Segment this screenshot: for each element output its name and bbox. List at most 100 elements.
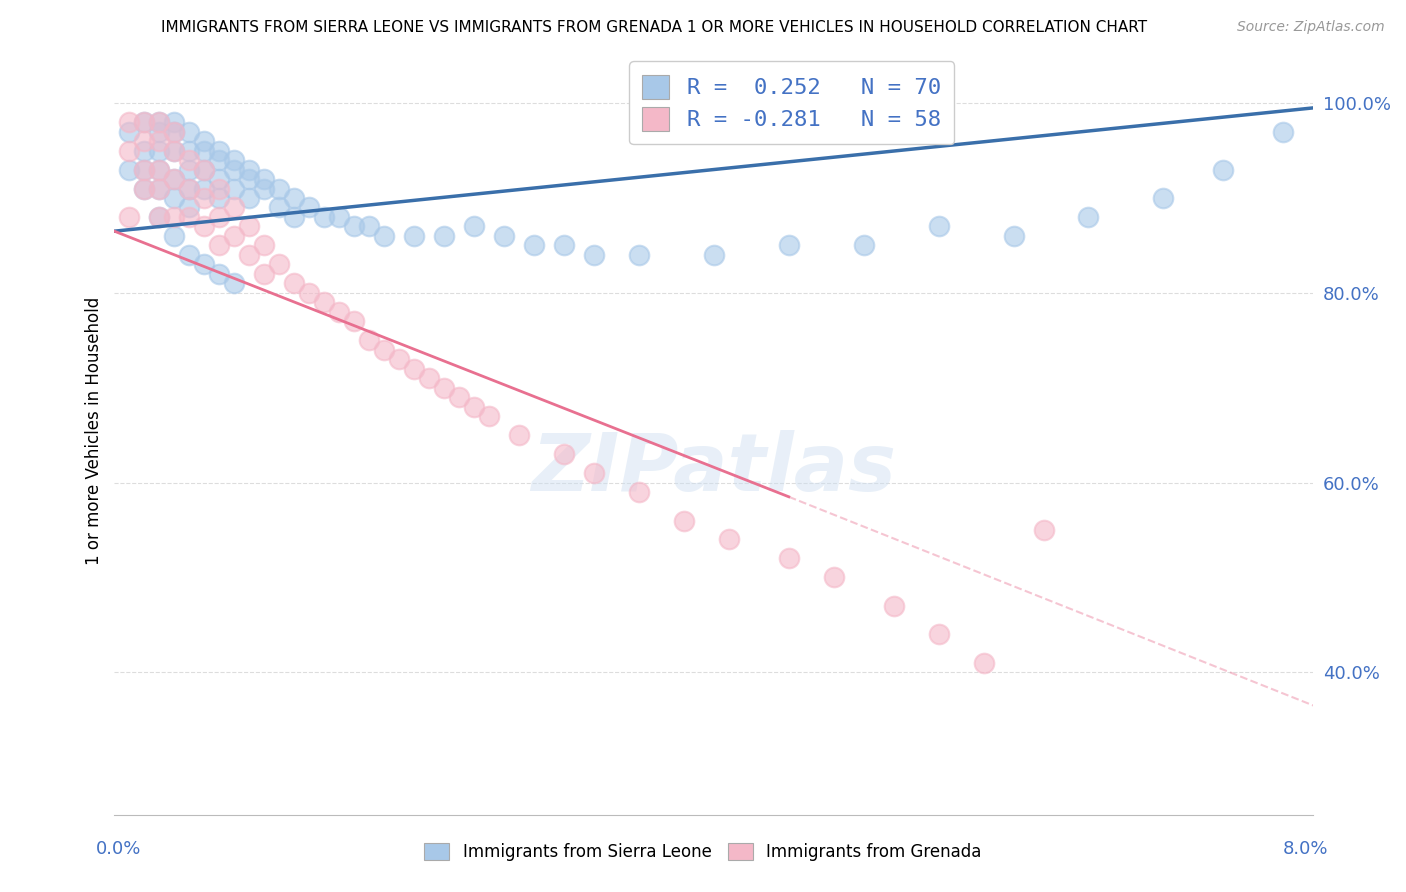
Point xyxy=(1152,191,1174,205)
Point xyxy=(208,191,231,205)
Point xyxy=(134,144,156,158)
Point xyxy=(328,210,350,224)
Point xyxy=(523,238,546,252)
Point xyxy=(238,191,260,205)
Point xyxy=(148,162,170,177)
Point xyxy=(179,125,201,139)
Point xyxy=(253,181,276,195)
Point xyxy=(627,485,650,500)
Point xyxy=(163,125,186,139)
Point xyxy=(883,599,905,613)
Point xyxy=(134,115,156,129)
Point xyxy=(672,514,695,528)
Point xyxy=(703,248,725,262)
Text: Source: ZipAtlas.com: Source: ZipAtlas.com xyxy=(1237,20,1385,34)
Point xyxy=(433,381,456,395)
Point xyxy=(193,144,215,158)
Point xyxy=(449,390,471,404)
Point xyxy=(778,551,800,566)
Text: IMMIGRANTS FROM SIERRA LEONE VS IMMIGRANTS FROM GRENADA 1 OR MORE VEHICLES IN HO: IMMIGRANTS FROM SIERRA LEONE VS IMMIGRAN… xyxy=(160,20,1147,35)
Point xyxy=(328,305,350,319)
Point xyxy=(148,125,170,139)
Point xyxy=(1272,125,1295,139)
Point xyxy=(269,181,291,195)
Point xyxy=(118,162,141,177)
Point xyxy=(118,115,141,129)
Legend: Immigrants from Sierra Leone, Immigrants from Grenada: Immigrants from Sierra Leone, Immigrants… xyxy=(418,836,988,868)
Point xyxy=(298,201,321,215)
Point xyxy=(179,144,201,158)
Point xyxy=(253,267,276,281)
Point xyxy=(134,134,156,148)
Point xyxy=(508,428,530,442)
Point xyxy=(283,191,305,205)
Point xyxy=(224,153,246,167)
Point xyxy=(118,144,141,158)
Point xyxy=(208,238,231,252)
Point xyxy=(224,228,246,243)
Point xyxy=(388,352,411,367)
Point xyxy=(193,181,215,195)
Point xyxy=(179,181,201,195)
Point xyxy=(148,134,170,148)
Point xyxy=(973,656,995,670)
Point xyxy=(823,570,845,584)
Point xyxy=(163,172,186,186)
Point xyxy=(193,162,215,177)
Point xyxy=(852,238,875,252)
Point xyxy=(193,257,215,271)
Point xyxy=(373,228,395,243)
Point xyxy=(928,627,950,641)
Point xyxy=(418,371,440,385)
Point xyxy=(208,210,231,224)
Point xyxy=(253,172,276,186)
Point xyxy=(134,162,156,177)
Point xyxy=(553,238,575,252)
Legend: R =  0.252   N = 70, R = -0.281   N = 58: R = 0.252 N = 70, R = -0.281 N = 58 xyxy=(628,62,955,145)
Point xyxy=(343,314,366,328)
Point xyxy=(269,257,291,271)
Point xyxy=(359,333,381,347)
Point xyxy=(134,162,156,177)
Point xyxy=(208,144,231,158)
Point xyxy=(553,447,575,461)
Point xyxy=(238,162,260,177)
Point xyxy=(1077,210,1099,224)
Point xyxy=(269,201,291,215)
Point xyxy=(148,115,170,129)
Point xyxy=(134,181,156,195)
Point xyxy=(928,219,950,234)
Point xyxy=(163,144,186,158)
Point xyxy=(314,210,336,224)
Point xyxy=(163,210,186,224)
Point xyxy=(343,219,366,234)
Point xyxy=(179,248,201,262)
Point xyxy=(404,361,426,376)
Point xyxy=(404,228,426,243)
Point xyxy=(148,181,170,195)
Point xyxy=(163,172,186,186)
Point xyxy=(433,228,456,243)
Point xyxy=(224,162,246,177)
Text: ZIPatlas: ZIPatlas xyxy=(531,430,897,508)
Point xyxy=(373,343,395,357)
Point xyxy=(463,219,485,234)
Point xyxy=(298,285,321,300)
Point xyxy=(238,219,260,234)
Point xyxy=(463,400,485,414)
Point xyxy=(778,238,800,252)
Point xyxy=(283,210,305,224)
Point xyxy=(224,277,246,291)
Point xyxy=(359,219,381,234)
Point xyxy=(134,181,156,195)
Point xyxy=(253,238,276,252)
Point xyxy=(163,144,186,158)
Point xyxy=(478,409,501,424)
Point xyxy=(717,533,740,547)
Point xyxy=(1002,228,1025,243)
Point xyxy=(283,277,305,291)
Point xyxy=(193,162,215,177)
Point xyxy=(148,144,170,158)
Point xyxy=(179,153,201,167)
Text: 8.0%: 8.0% xyxy=(1284,840,1329,858)
